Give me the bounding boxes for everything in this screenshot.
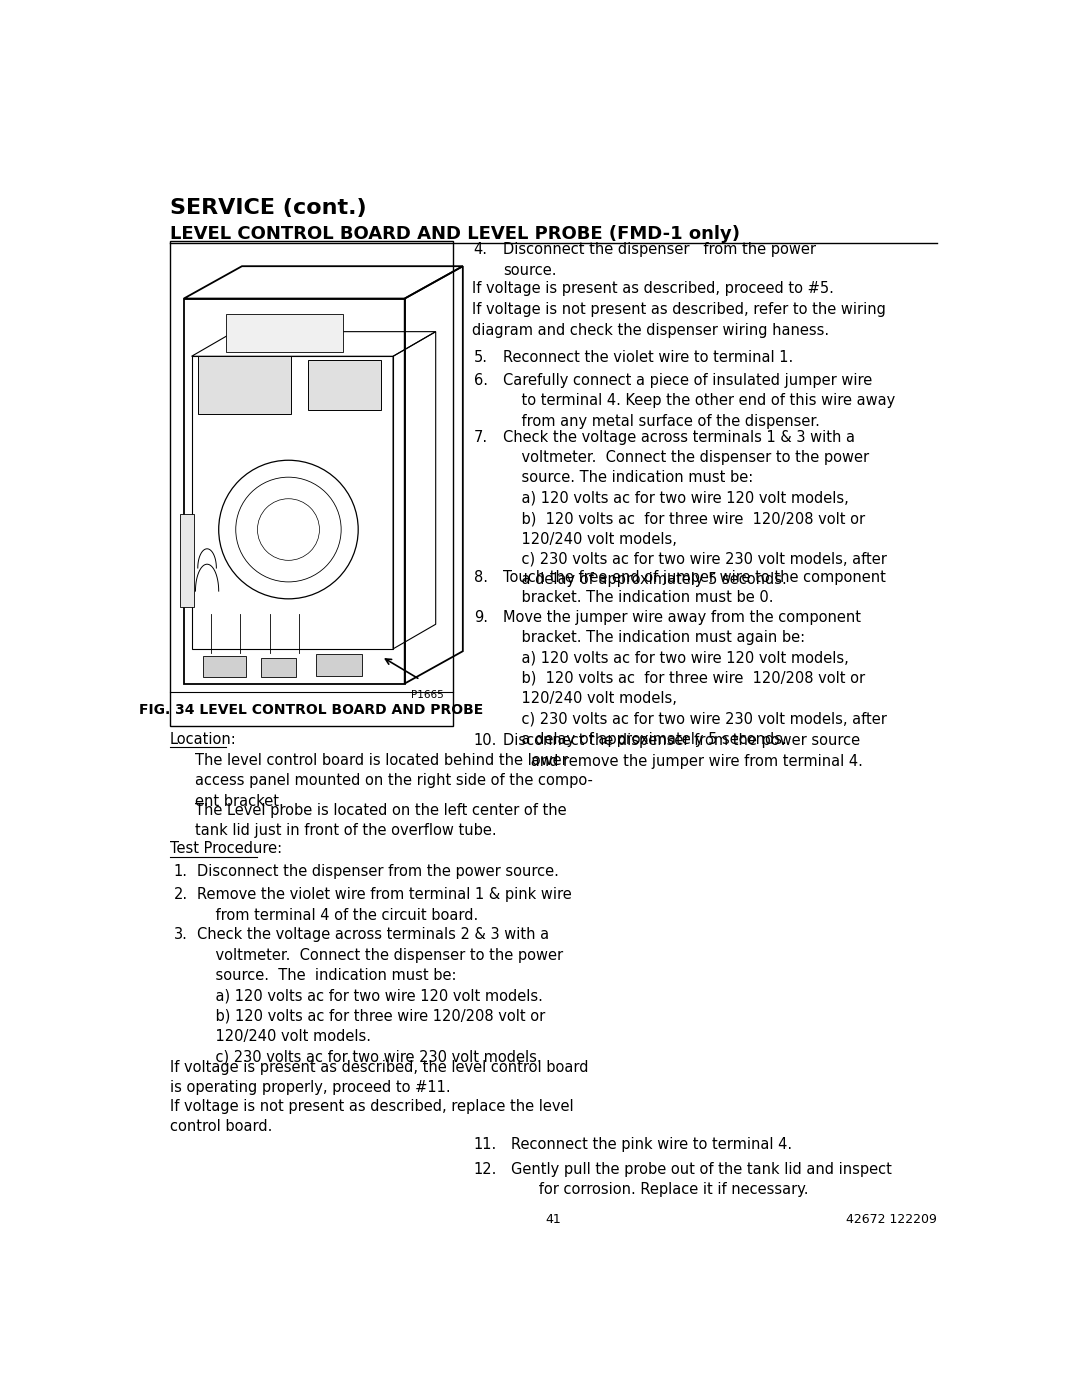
Text: 42672 122209: 42672 122209 (847, 1214, 937, 1227)
Text: 1.: 1. (174, 865, 188, 880)
Text: Test Procedure:: Test Procedure: (170, 841, 282, 856)
Text: FIG. 34 LEVEL CONTROL BOARD AND PROBE: FIG. 34 LEVEL CONTROL BOARD AND PROBE (139, 704, 484, 718)
Text: 7.: 7. (474, 430, 488, 444)
Text: 2.: 2. (174, 887, 188, 902)
Bar (308, 360, 381, 411)
Text: The level control board is located behind the lower
access panel mounted on the : The level control board is located behin… (194, 753, 593, 809)
Text: 10.: 10. (474, 733, 497, 749)
Text: If voltage is not present as described, refer to the wiring
diagram and check th: If voltage is not present as described, … (472, 302, 886, 338)
Text: LEVEL CONTROL BOARD AND LEVEL PROBE (FMD-1 only): LEVEL CONTROL BOARD AND LEVEL PROBE (FMD… (170, 225, 740, 243)
Text: Remove the violet wire from terminal 1 & pink wire
    from terminal 4 of the ci: Remove the violet wire from terminal 1 &… (197, 887, 571, 923)
Text: Disconnect the dispenser from the power source
      and remove the jumper wire : Disconnect the dispenser from the power … (503, 733, 863, 768)
Text: Carefully connect a piece of insulated jumper wire
    to terminal 4. Keep the o: Carefully connect a piece of insulated j… (503, 373, 895, 429)
Text: 11.: 11. (474, 1137, 497, 1153)
Text: Reconnect the violet wire to terminal 1.: Reconnect the violet wire to terminal 1. (503, 351, 794, 365)
Text: 4.: 4. (474, 242, 488, 257)
Text: 9.: 9. (474, 609, 488, 624)
Text: SERVICE (cont.): SERVICE (cont.) (170, 198, 366, 218)
Bar (227, 314, 342, 352)
Text: Check the voltage across terminals 2 & 3 with a
    voltmeter.  Connect the disp: Check the voltage across terminals 2 & 3… (197, 928, 563, 1065)
Text: If voltage is present as described, the level control board
is operating properl: If voltage is present as described, the … (170, 1060, 589, 1095)
Text: P1665: P1665 (410, 690, 444, 700)
Text: 8.: 8. (474, 570, 488, 585)
Text: Reconnect the pink wire to terminal 4.: Reconnect the pink wire to terminal 4. (511, 1137, 792, 1153)
Text: 3.: 3. (174, 928, 188, 942)
Text: The Level probe is located on the left center of the
tank lid just in front of t: The Level probe is located on the left c… (194, 803, 566, 838)
Bar (261, 658, 296, 678)
Text: 6.: 6. (474, 373, 488, 388)
Text: If voltage is not present as described, replace the level
control board.: If voltage is not present as described, … (170, 1098, 573, 1134)
Text: Location:: Location: (170, 732, 237, 747)
Text: If voltage is present as described, proceed to #5.: If voltage is present as described, proc… (472, 281, 834, 296)
Bar (198, 356, 291, 414)
Bar (315, 654, 362, 676)
Text: Gently pull the probe out of the tank lid and inspect
      for corrosion. Repla: Gently pull the probe out of the tank li… (511, 1161, 892, 1197)
Text: 5.: 5. (474, 351, 488, 365)
Text: Disconnect the dispenser   from the power
source.: Disconnect the dispenser from the power … (503, 242, 816, 278)
Text: Move the jumper wire away from the component
    bracket. The indication must ag: Move the jumper wire away from the compo… (503, 609, 887, 747)
Bar (170, 240, 453, 726)
Bar (180, 514, 194, 606)
Text: Touch the free end of jumper wire to the component
    bracket. The indication m: Touch the free end of jumper wire to the… (503, 570, 886, 605)
Text: 12.: 12. (474, 1161, 497, 1176)
Text: Check the voltage across terminals 1 & 3 with a
    voltmeter.  Connect the disp: Check the voltage across terminals 1 & 3… (503, 430, 887, 587)
Bar (203, 655, 246, 678)
Text: 41: 41 (545, 1214, 562, 1227)
Text: Disconnect the dispenser from the power source.: Disconnect the dispenser from the power … (197, 865, 558, 880)
